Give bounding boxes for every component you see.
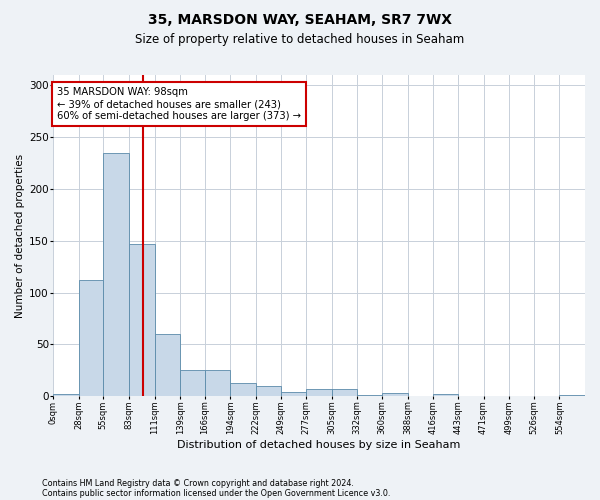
Bar — [306, 389, 332, 396]
Bar — [155, 334, 180, 396]
Y-axis label: Number of detached properties: Number of detached properties — [15, 154, 25, 318]
Bar — [332, 389, 356, 396]
Bar — [103, 152, 129, 396]
Bar — [356, 395, 382, 396]
Bar — [230, 383, 256, 396]
Text: 35, MARSDON WAY, SEAHAM, SR7 7WX: 35, MARSDON WAY, SEAHAM, SR7 7WX — [148, 12, 452, 26]
Bar — [256, 386, 281, 396]
X-axis label: Distribution of detached houses by size in Seaham: Distribution of detached houses by size … — [178, 440, 461, 450]
Bar — [53, 394, 79, 396]
Bar — [79, 280, 103, 396]
Bar — [180, 370, 205, 396]
Bar — [382, 393, 407, 396]
Bar — [559, 395, 585, 396]
Bar — [205, 370, 230, 396]
Text: 35 MARSDON WAY: 98sqm
← 39% of detached houses are smaller (243)
60% of semi-det: 35 MARSDON WAY: 98sqm ← 39% of detached … — [57, 88, 301, 120]
Text: Size of property relative to detached houses in Seaham: Size of property relative to detached ho… — [136, 32, 464, 46]
Text: Contains public sector information licensed under the Open Government Licence v3: Contains public sector information licen… — [42, 488, 391, 498]
Bar — [129, 244, 155, 396]
Bar — [281, 392, 306, 396]
Bar — [433, 394, 458, 396]
Text: Contains HM Land Registry data © Crown copyright and database right 2024.: Contains HM Land Registry data © Crown c… — [42, 478, 354, 488]
